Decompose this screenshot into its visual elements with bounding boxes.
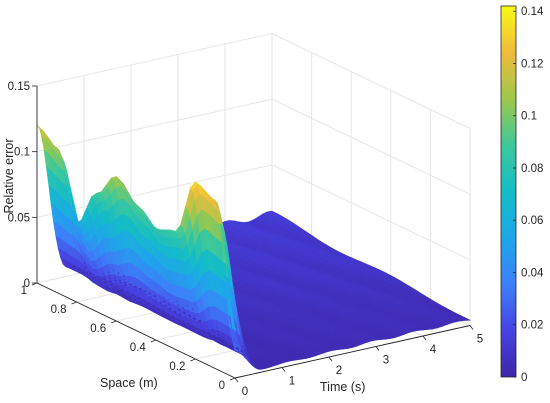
x-tick-mark	[281, 367, 286, 372]
grid-line	[271, 98, 471, 195]
x-axis-label: Time (s)	[320, 380, 365, 394]
colorbar-ticks: 0 0.02 0.04 0.06 0.08 0.1 0.12 0.14	[513, 6, 544, 384]
x-axis-line	[234, 325, 471, 379]
x-tick-mark	[234, 377, 239, 383]
y-axis-label: Space (m)	[100, 376, 158, 390]
colorbar-tick-label: 0.1	[521, 111, 537, 123]
colorbar-tick-label: 0.12	[521, 58, 543, 70]
y-tick-label: 0	[219, 380, 225, 392]
colorbar-tick-label: 0	[521, 372, 527, 384]
x-tick-label: 5	[477, 334, 483, 346]
x-tick-label: 4	[430, 344, 437, 356]
axes	[36, 86, 471, 379]
z-axis-label: Relative error	[2, 138, 16, 213]
z-tick-label: 0.1	[14, 147, 30, 159]
y-axis-line	[36, 282, 236, 379]
y-tick-mark	[71, 301, 77, 305]
colorbar	[500, 5, 517, 378]
z-tick-label: 0.05	[8, 212, 30, 224]
x-tick-label: 1	[289, 376, 295, 388]
y-tick-mark	[229, 377, 236, 381]
colorbar-tick-label: 0.08	[521, 163, 543, 175]
x-tick-mark	[328, 356, 333, 362]
y-tick-label: 0.2	[169, 361, 185, 373]
colorbar-tick-label: 0.14	[521, 6, 544, 18]
grid-line	[36, 164, 273, 218]
grid-line	[271, 33, 471, 129]
y-tick-label: 0.4	[130, 342, 147, 354]
x-tick-mark	[469, 325, 474, 330]
surface-patch	[459, 317, 472, 321]
z-tick-label: 0	[24, 278, 30, 290]
x-tick-label: 0	[242, 386, 248, 398]
y-tick-mark	[150, 339, 156, 343]
y-tick-label: 1	[21, 285, 27, 297]
grid-line	[271, 164, 471, 261]
x-tick-mark	[375, 346, 380, 351]
y-tick-label: 0.8	[51, 304, 67, 316]
z-tick-label: 0.15	[8, 81, 30, 93]
y-tick-mark	[190, 358, 196, 362]
colorbar-tick-label: 0.04	[521, 267, 544, 279]
colorbar-tick-label: 0.06	[521, 215, 543, 227]
y-tick-mark	[111, 320, 117, 324]
x-tick-label: 3	[383, 355, 389, 367]
colorbar-tick-label: 0.02	[521, 320, 543, 332]
grid-line	[36, 98, 273, 153]
x-tick-mark	[422, 335, 427, 341]
x-tick-label: 2	[336, 365, 342, 377]
error-surface	[36, 125, 472, 370]
y-tick-label: 0.6	[90, 323, 106, 335]
grid-line	[36, 33, 273, 87]
